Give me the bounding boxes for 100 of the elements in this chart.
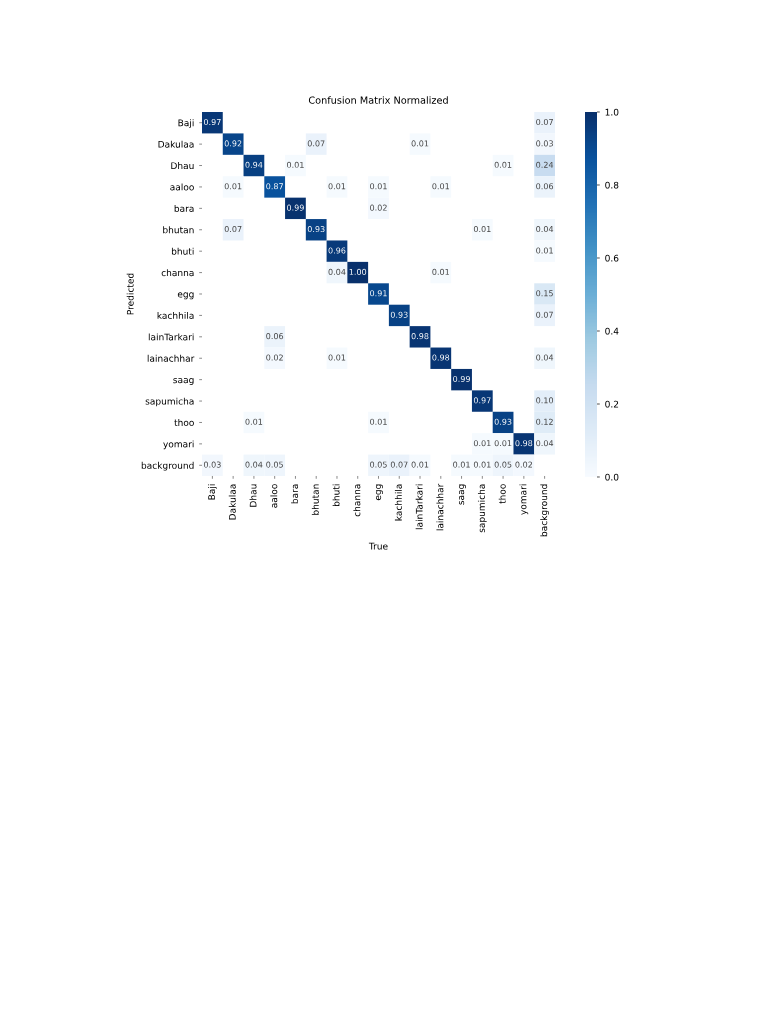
- data-label: 0.04: [536, 354, 554, 361]
- y-tick-label: Dakulaa: [158, 140, 194, 148]
- x-tick-label: lainachhar: [436, 483, 444, 531]
- data-label: 1.00: [349, 268, 367, 275]
- data-label: 0.01: [473, 440, 491, 447]
- y-tick-label: bhutan: [163, 226, 194, 234]
- y-tick-label: aaloo: [170, 183, 194, 191]
- x-tick-label: bara: [291, 484, 299, 504]
- y-tick-label: thoo: [174, 419, 194, 427]
- data-label: 0.04: [328, 268, 346, 275]
- data-label: 0.01: [411, 461, 429, 468]
- data-label: 0.01: [473, 461, 491, 468]
- data-label: 0.05: [370, 461, 387, 468]
- x-tick-label: Dhau: [249, 484, 257, 507]
- data-label: 0.98: [515, 440, 533, 447]
- color-bar-label: 0.8: [605, 181, 619, 189]
- data-label: 0.01: [245, 418, 263, 425]
- data-label: 0.01: [432, 268, 450, 275]
- data-label: 0.24: [536, 161, 554, 168]
- x-tick-label: background: [540, 484, 549, 537]
- data-label: 0.01: [328, 183, 346, 190]
- data-label: 0.97: [473, 397, 491, 404]
- data-label: 0.87: [266, 183, 283, 190]
- x-tick-label: lainTarkari: [415, 484, 423, 530]
- data-label: 0.12: [536, 418, 553, 425]
- data-label: 0.01: [473, 226, 491, 233]
- data-label: 0.94: [245, 161, 263, 168]
- y-tick-label: channa: [161, 269, 194, 277]
- x-tick-label: saag: [458, 484, 466, 505]
- color-bar-label: 0.6: [605, 254, 619, 262]
- data-label: 0.01: [224, 183, 242, 190]
- data-label: 0.07: [536, 311, 553, 318]
- x-tick-label: sapumicha: [477, 484, 487, 533]
- color-bar-label: 0.2: [605, 400, 619, 408]
- color-bar-label: 0.4: [605, 327, 619, 335]
- data-label: 0.01: [287, 161, 304, 168]
- color-bar-label: 1.0: [605, 108, 619, 116]
- data-label: 0.97: [203, 118, 221, 126]
- data-label: 0.01: [370, 183, 387, 190]
- data-label: 0.01: [536, 247, 553, 254]
- data-label: 0.99: [287, 204, 304, 211]
- data-label: 0.04: [536, 226, 554, 233]
- data-label: 0.07: [390, 461, 408, 468]
- data-label: 0.07: [224, 226, 242, 233]
- x-tick-label: Dakulaa: [228, 484, 236, 520]
- data-label: 0.03: [536, 140, 553, 147]
- x-tick-label: bhutan: [311, 484, 319, 515]
- data-label: 0.04: [245, 461, 263, 468]
- y-tick-label: bara: [174, 204, 194, 212]
- data-label: 0.15: [536, 290, 553, 297]
- data-label: 0.06: [266, 333, 284, 340]
- data-label: 0.02: [266, 354, 283, 361]
- data-label: 0.01: [453, 461, 470, 468]
- x-tick-label: thoo: [498, 484, 506, 504]
- data-label: 0.04: [536, 440, 554, 447]
- data-label: 0.93: [390, 311, 408, 318]
- x-axis-title: True: [368, 542, 388, 550]
- data-label: 0.99: [453, 375, 470, 382]
- y-tick-label: yomari: [163, 440, 194, 450]
- data-label: 0.91: [370, 290, 387, 297]
- chart-title: Confusion Matrix Normalized: [308, 96, 448, 104]
- color-bar-label: 0.0: [605, 473, 619, 481]
- data-label: 0.98: [432, 354, 450, 361]
- data-label: 0.06: [536, 183, 554, 190]
- y-tick-label: Dhau: [171, 162, 194, 170]
- data-label: 0.93: [494, 418, 512, 425]
- data-label: 0.01: [432, 183, 450, 190]
- data-label: 0.01: [494, 161, 512, 168]
- y-tick-label: bhuti: [171, 247, 194, 255]
- data-label: 0.07: [536, 118, 553, 126]
- data-label: 0.98: [411, 333, 429, 340]
- data-label: 0.01: [328, 354, 346, 361]
- data-label: 0.05: [266, 461, 283, 468]
- data-label: 0.01: [494, 440, 512, 447]
- x-tick-label: bhuti: [332, 484, 340, 507]
- y-tick-label: lainachhar: [147, 354, 195, 362]
- x-tick-label: Baji: [208, 484, 217, 500]
- y-tick-label: saag: [173, 378, 194, 385]
- data-label: 0.10: [536, 397, 554, 404]
- x-tick-label: aaloo: [270, 484, 278, 508]
- data-label: 0.01: [411, 140, 429, 147]
- data-label: 0.07: [307, 140, 325, 147]
- data-label: 0.92: [224, 140, 242, 147]
- data-label: 0.01: [370, 418, 387, 425]
- data-label: 0.02: [515, 461, 533, 468]
- y-tick-label: kachhila: [157, 311, 194, 319]
- y-tick-label: egg: [177, 292, 194, 300]
- y-tick-label: lainTarkari: [148, 333, 194, 341]
- x-tick-label: yomari: [519, 484, 529, 515]
- x-tick-label: egg: [375, 484, 383, 501]
- data-label: 0.02: [370, 204, 387, 211]
- x-tick-label: channa: [353, 484, 361, 517]
- y-tick-label: Baji: [178, 119, 194, 129]
- y-tick-label: background: [141, 461, 194, 471]
- x-tick-label: kachhila: [394, 484, 402, 521]
- data-label: 0.03: [203, 461, 221, 468]
- y-tick-label: sapumicha: [145, 397, 194, 407]
- data-label: 0.93: [307, 226, 325, 233]
- y-axis-title: Predicted: [126, 273, 134, 315]
- data-label: 0.05: [494, 461, 512, 468]
